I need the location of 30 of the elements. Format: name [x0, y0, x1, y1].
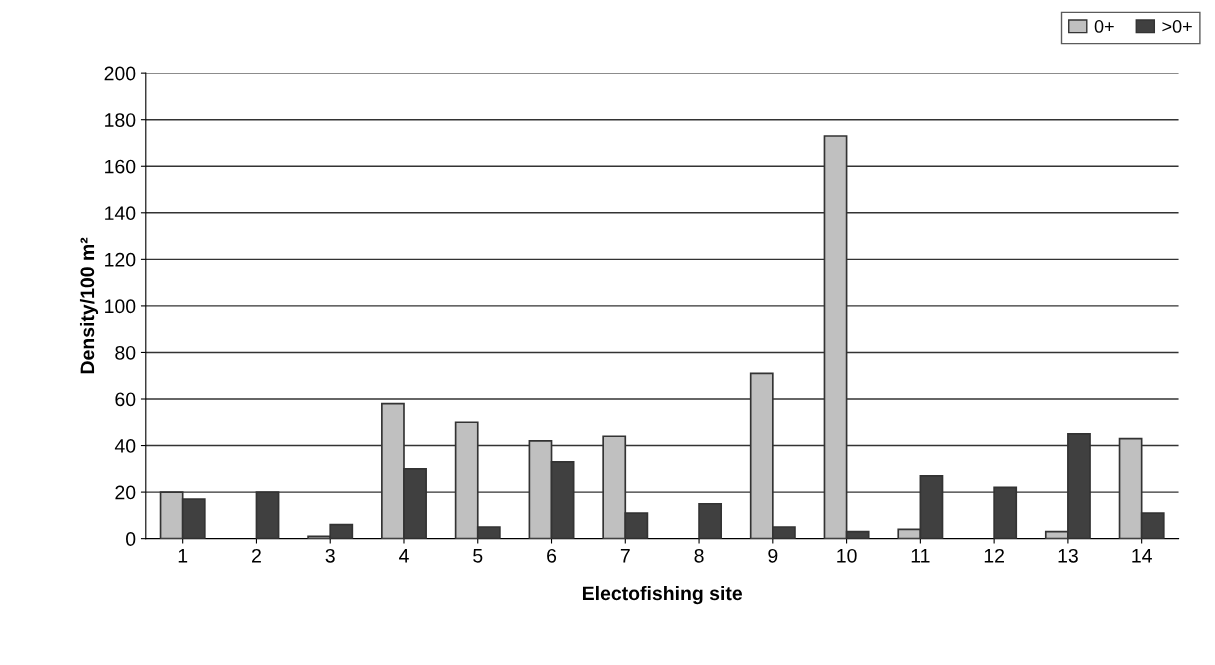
- y-tick-label: 200: [104, 66, 136, 81]
- legend-label: 0+: [1094, 20, 1114, 33]
- y-tick-label: 160: [105, 159, 136, 174]
- y-axis-title: Density/100 m²: [79, 237, 99, 374]
- x-tick-label: 9: [768, 548, 778, 563]
- x-tick-label: 5: [473, 549, 483, 563]
- y-tick-label: 100: [105, 299, 136, 314]
- y-tick-label: 180: [105, 113, 136, 127]
- x-tick-label: 13: [1058, 548, 1078, 563]
- x-tick-label: 10: [837, 548, 857, 563]
- bar: [698, 502, 723, 539]
- x-tick-label: 6: [547, 548, 557, 563]
- y-tick-label: 80: [115, 345, 136, 360]
- y-tick-label: 120: [105, 252, 136, 267]
- x-tick-label: 7: [620, 549, 630, 563]
- y-tick-label: 20: [115, 485, 136, 500]
- legend-label: >0+: [1162, 20, 1192, 33]
- x-tick-label: 12: [984, 548, 1004, 563]
- y-tick-label: 140: [105, 206, 136, 221]
- x-axis-title: Electofishing site: [582, 585, 743, 605]
- x-tick-label: 1: [178, 549, 188, 563]
- y-tick-label: 40: [114, 439, 136, 453]
- x-tick-label: 4: [399, 549, 409, 563]
- x-tick-label: 11: [911, 549, 930, 563]
- x-tick-label: 8: [694, 548, 704, 563]
- y-tick-label: 60: [115, 392, 136, 407]
- x-tick-label: 14: [1132, 549, 1152, 563]
- y-tick-label: 0: [126, 532, 136, 546]
- x-tick-label: 2: [252, 548, 261, 563]
- x-tick-label: 3: [325, 548, 335, 563]
